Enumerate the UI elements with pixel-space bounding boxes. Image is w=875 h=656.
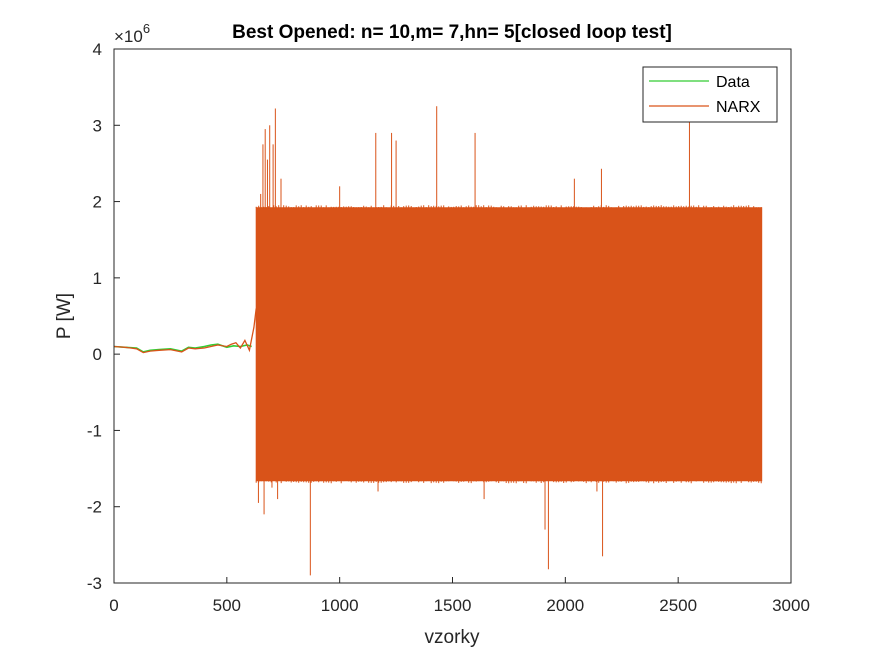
x-tick-label: 3000 xyxy=(772,596,810,615)
legend-entry-data: Data xyxy=(716,74,750,91)
y-tick-label: 0 xyxy=(93,345,102,364)
y-axis-label: P [W] xyxy=(54,293,75,339)
series-narx-early-line xyxy=(113,308,257,354)
y-tick-label: 3 xyxy=(93,116,102,135)
legend-entry-narx: NARX xyxy=(716,99,761,116)
series-narx-lower-edge xyxy=(255,480,762,484)
x-axis-label: vzorky xyxy=(425,627,480,648)
y-exponent-label: ×106 xyxy=(114,21,150,46)
y-tick-label: -2 xyxy=(87,498,102,517)
y-exponent-base: ×10 xyxy=(114,27,143,46)
chart-title: Best Opened: n= 10,m= 7,hn= 5[closed loo… xyxy=(232,22,672,43)
x-axis-ticks: 0 500 1000 1500 2000 2500 3000 xyxy=(109,577,810,615)
legend: Data NARX xyxy=(642,66,778,123)
y-axis-ticks: -3 -2 -1 0 1 2 3 4 xyxy=(87,40,120,593)
x-tick-label: 0 xyxy=(109,596,118,615)
x-tick-label: 1000 xyxy=(321,596,359,615)
x-tick-label: 2500 xyxy=(659,596,697,615)
series-narx-oscillation-band xyxy=(255,207,763,482)
legend-box xyxy=(642,66,778,123)
x-tick-label: 500 xyxy=(213,596,241,615)
y-exponent-power: 6 xyxy=(143,21,150,36)
y-tick-label: 2 xyxy=(93,193,102,212)
x-tick-label: 2000 xyxy=(546,596,584,615)
series-narx-upper-edge xyxy=(255,205,762,208)
x-tick-label: 1500 xyxy=(434,596,472,615)
plot-area xyxy=(113,106,763,576)
y-tick-label: 1 xyxy=(93,269,102,288)
y-tick-label: -3 xyxy=(87,574,102,593)
y-tick-label: 4 xyxy=(93,40,102,59)
y-tick-label: -1 xyxy=(87,421,102,440)
